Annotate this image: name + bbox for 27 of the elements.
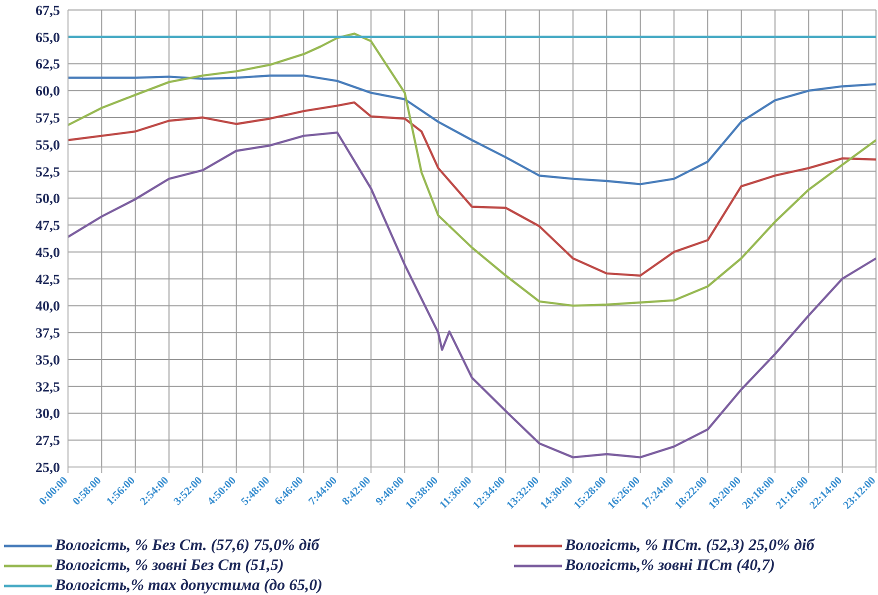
y-tick-label: 27,5 xyxy=(36,434,60,450)
legend-label: Вологість, % Без Ст. (57,6) 75,0% діб xyxy=(55,537,320,555)
y-tick-label: 32,5 xyxy=(36,380,60,396)
line-series xyxy=(68,32,876,307)
y-tick-label: 30,0 xyxy=(36,407,60,422)
y-tick-label: 40,0 xyxy=(36,300,60,315)
legend-label: Вологість, % зовні Без Ст (51,5) xyxy=(55,557,284,575)
legend-label: Вологість, % ПСт. (52,3) 25,0% діб xyxy=(565,537,814,555)
y-tick-label: 35,0 xyxy=(36,353,60,368)
y-tick-label: 45,0 xyxy=(36,246,60,261)
y-tick-label: 50,0 xyxy=(36,192,60,208)
legend-label: Вологість,% зовні ПСт (40,7) xyxy=(565,557,775,575)
line-series xyxy=(68,101,876,277)
y-tick-label: 52,5 xyxy=(36,165,60,180)
y-tick-label: 57,5 xyxy=(36,112,60,126)
y-tick-label: 47,5 xyxy=(36,219,60,234)
y-tick-label: 55,0 xyxy=(36,138,60,154)
y-tick-label: 42,5 xyxy=(36,272,60,288)
y-tick-label: 25,0 xyxy=(36,460,60,476)
y-tick-label: 62,5 xyxy=(36,58,60,73)
line-series xyxy=(68,131,876,458)
y-tick-label: 67,5 xyxy=(36,4,60,19)
y-tick-label: 60,0 xyxy=(36,84,60,100)
y-tick-label: 37,5 xyxy=(36,326,60,342)
y-tick-label: 65,0 xyxy=(36,30,60,46)
legend-label: Вологість,% max допустима (до 65,0) xyxy=(55,577,322,595)
line-series xyxy=(68,74,876,186)
